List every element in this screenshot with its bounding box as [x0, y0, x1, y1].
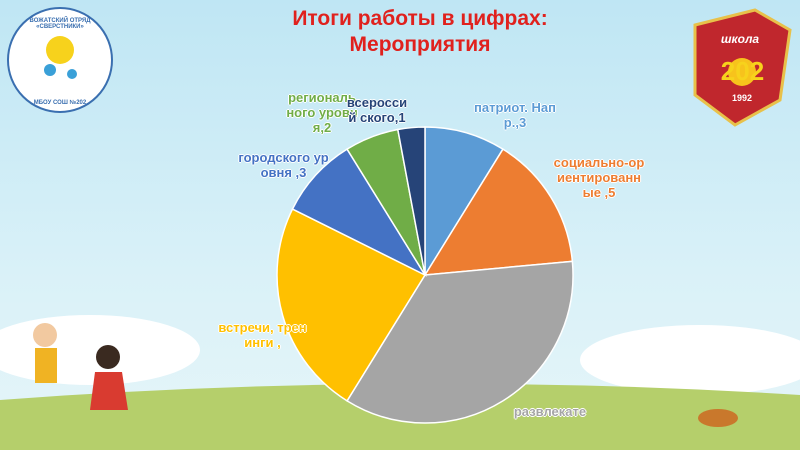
- logo-text: ВОЖАТСКИЙ ОТРЯД «СВЕРСТНИКИ»: [29, 18, 91, 30]
- cloud: [580, 325, 800, 395]
- pie-slice: [424, 126, 504, 278]
- logo-sun: [46, 36, 74, 64]
- pie-slice: [346, 260, 574, 424]
- boy: [33, 323, 57, 347]
- logo-figure: [67, 69, 77, 79]
- girl: [96, 345, 120, 369]
- emblem-word: школа: [720, 32, 760, 46]
- slice-label: патриот. Напр.,3: [474, 100, 556, 130]
- slice-label: встречи, тренинги ,: [218, 320, 307, 350]
- pie-slice: [396, 126, 426, 276]
- slice-label: всероссий ского,1: [346, 95, 408, 125]
- emblem-year: 1992: [731, 93, 753, 103]
- emblem-sun: [728, 58, 756, 86]
- boy: [35, 348, 57, 383]
- slice-label: развлекате: [513, 404, 587, 419]
- logo-figure: [44, 64, 56, 76]
- logo-text: МБОУ СОШ №202: [33, 100, 87, 106]
- pie-slice: [423, 148, 574, 276]
- slice-label: городского уровня ,3: [238, 150, 329, 180]
- slice-label: социально-ориентированные ,5: [553, 155, 645, 200]
- pie-slice: [291, 148, 428, 277]
- title: Итоги работы в цифрах: Мероприятия: [292, 7, 548, 56]
- emblem-number: 202: [720, 56, 765, 86]
- dog: [698, 409, 738, 427]
- slice-label: региональ ного уровня,2: [286, 90, 358, 135]
- girl: [90, 372, 128, 410]
